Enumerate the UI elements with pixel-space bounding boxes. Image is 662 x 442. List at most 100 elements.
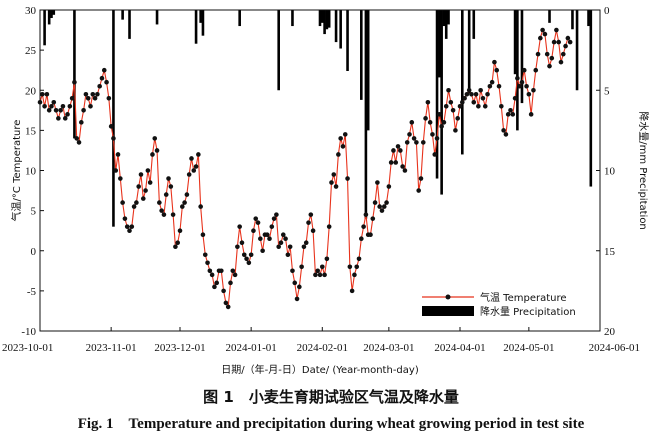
temperature-point xyxy=(280,232,286,237)
y-tick-label-right: 10 xyxy=(604,166,616,178)
precipitation-bar xyxy=(571,10,574,30)
temperature-point xyxy=(434,136,440,141)
temperature-point xyxy=(418,176,424,181)
temperature-point xyxy=(494,67,500,73)
temperature-point xyxy=(246,260,252,266)
y-axis-label-right: 降水量/mm Precipitation xyxy=(637,111,650,230)
temperature-point xyxy=(404,140,410,145)
temperature-point xyxy=(72,79,77,85)
temperature-point xyxy=(313,272,318,278)
temperature-point xyxy=(473,91,479,97)
x-tick-label: 2024-02-01 xyxy=(297,342,348,354)
temperature-point xyxy=(290,268,295,274)
temperature-point xyxy=(274,212,279,217)
temperature-point xyxy=(83,91,89,97)
precipitation-bar xyxy=(325,10,329,30)
temperature-point xyxy=(476,104,481,109)
temperature-point xyxy=(221,288,226,294)
temperature-point xyxy=(510,112,516,117)
temperature-point xyxy=(347,264,353,270)
temperature-point xyxy=(416,188,421,193)
temperature-point xyxy=(340,144,346,149)
temperature-point xyxy=(44,91,50,97)
precipitation-bar xyxy=(73,10,76,139)
precipitation-bar xyxy=(291,10,294,27)
temperature-point xyxy=(258,236,263,242)
temperature-point xyxy=(278,240,284,246)
temperature-point xyxy=(560,51,566,57)
temperature-point xyxy=(427,120,433,125)
temperature-point xyxy=(540,27,545,33)
y-tick-label-right: 5 xyxy=(604,85,610,97)
temperature-point xyxy=(287,244,293,250)
x-tick-label: 2023-11-01 xyxy=(86,342,137,354)
temperature-point xyxy=(124,224,130,229)
temperature-point xyxy=(301,244,307,250)
temperature-point xyxy=(492,59,497,65)
temperature-point xyxy=(482,104,488,109)
temperature-point xyxy=(127,228,132,233)
temperature-point xyxy=(189,156,194,161)
precipitation-bar xyxy=(50,10,53,19)
temperature-point xyxy=(437,112,442,117)
temperature-point xyxy=(260,248,265,254)
temperature-point xyxy=(191,168,197,173)
temperature-point xyxy=(92,95,98,101)
axes: -10 -5 0 5 10 15 20 25 30 0 5 10 15 20 2023-10-01 2023-… xyxy=(2,5,640,354)
precipitation-bar xyxy=(438,10,441,78)
y-tick-label-left: 5 xyxy=(31,206,37,218)
legend-temperature-label: 气温 Temperature xyxy=(480,291,567,304)
temperature-point xyxy=(53,108,59,113)
precipitation-bar xyxy=(194,10,198,44)
temperature-point xyxy=(42,104,47,109)
temperature-point xyxy=(455,116,461,121)
temperature-point xyxy=(349,288,355,294)
temperature-point xyxy=(239,240,245,246)
y-tick-label-left: -5 xyxy=(27,286,37,298)
precipitation-bar xyxy=(364,10,368,219)
temperature-point xyxy=(134,200,139,205)
temperature-point xyxy=(308,212,314,217)
temperature-point xyxy=(154,148,160,153)
x-tick-label: 2023-12-01 xyxy=(154,342,205,354)
temperature-point xyxy=(567,39,573,45)
temperature-point xyxy=(512,95,518,101)
temperature-point xyxy=(402,168,408,173)
temperature-point xyxy=(173,244,178,250)
y-tick-label-left: 10 xyxy=(25,166,37,178)
temperature-point xyxy=(58,108,63,113)
temperature-point xyxy=(384,200,389,205)
temperature-point xyxy=(521,67,527,73)
legend-temperature-marker xyxy=(445,294,451,300)
temperature-point xyxy=(432,152,438,157)
temperature-point xyxy=(182,200,187,205)
precipitation-bar xyxy=(339,10,342,49)
temperature-point xyxy=(115,152,121,157)
temperature-point xyxy=(398,148,403,153)
temperature-point xyxy=(294,296,300,302)
temperature-point xyxy=(489,79,495,85)
temperature-point xyxy=(478,87,483,93)
temperature-point xyxy=(565,35,571,41)
x-tick-label: 2024-05-01 xyxy=(503,342,554,354)
temperature-point xyxy=(219,268,224,274)
precipitation-bar xyxy=(47,10,51,25)
temperature-point xyxy=(166,176,171,181)
temperature-point xyxy=(62,116,68,121)
temperature-point xyxy=(423,116,428,121)
temperature-point xyxy=(74,136,80,141)
temperature-point xyxy=(237,224,242,229)
temperature-point xyxy=(487,83,493,89)
temperature-point xyxy=(361,224,366,229)
temperature-point xyxy=(375,180,380,185)
temperature-point xyxy=(544,51,550,57)
precipitation-bar xyxy=(238,10,241,27)
temperature-point xyxy=(524,83,529,89)
temperature-point xyxy=(209,272,215,278)
temperature-point xyxy=(372,200,378,205)
temperature-point xyxy=(377,204,382,209)
temperature-point xyxy=(202,252,208,258)
temperature-point xyxy=(528,112,534,117)
temperature-point xyxy=(49,104,54,109)
precipitation-bar xyxy=(128,10,131,39)
